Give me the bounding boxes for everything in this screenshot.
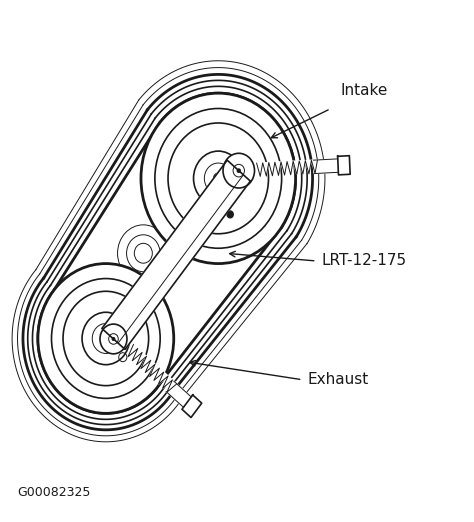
Polygon shape <box>23 75 312 430</box>
Polygon shape <box>182 395 202 418</box>
Circle shape <box>82 312 129 365</box>
Text: G00082325: G00082325 <box>17 485 90 499</box>
Circle shape <box>214 173 223 183</box>
Circle shape <box>209 217 215 224</box>
Polygon shape <box>256 160 318 176</box>
Circle shape <box>141 93 296 264</box>
Circle shape <box>118 225 169 282</box>
Polygon shape <box>166 381 191 407</box>
Text: LRT-12-175: LRT-12-175 <box>321 254 406 268</box>
Polygon shape <box>337 156 350 175</box>
Circle shape <box>227 211 233 218</box>
Circle shape <box>38 264 174 413</box>
Text: Intake: Intake <box>340 84 387 98</box>
Circle shape <box>100 324 127 354</box>
Circle shape <box>112 338 115 340</box>
Circle shape <box>102 334 110 343</box>
Polygon shape <box>128 345 177 392</box>
Polygon shape <box>313 159 338 174</box>
Circle shape <box>223 153 255 188</box>
Polygon shape <box>102 160 250 349</box>
Circle shape <box>237 169 240 172</box>
Text: Exhaust: Exhaust <box>307 372 368 387</box>
Circle shape <box>193 151 243 206</box>
